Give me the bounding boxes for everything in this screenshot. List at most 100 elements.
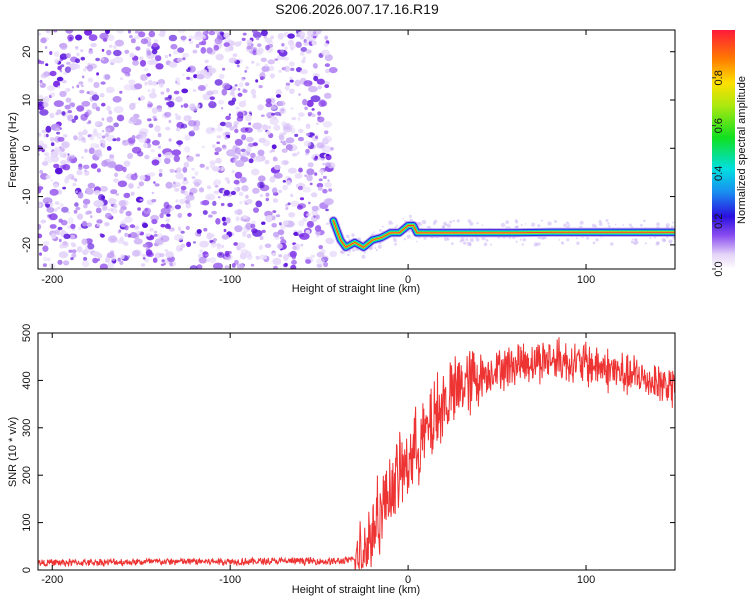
noise-speck (292, 245, 297, 250)
noise-speck (123, 160, 131, 167)
noise-speck (327, 198, 333, 204)
noise-speck (158, 168, 163, 173)
noise-speck (311, 113, 316, 118)
noise-speck (177, 30, 186, 34)
noise-speck (271, 149, 275, 153)
noise-speck (318, 245, 324, 250)
noise-speck (250, 43, 254, 47)
noise-speck (44, 156, 55, 163)
noise-speck (145, 249, 153, 256)
noise-speck (129, 35, 133, 39)
noise-speck (56, 206, 61, 210)
noise-speck (110, 62, 115, 66)
noise-speck (191, 130, 194, 133)
noise-speck (307, 111, 313, 116)
noise-speck (101, 57, 105, 61)
noise-speck (245, 222, 253, 230)
noise-speck (224, 46, 231, 53)
noise-speck (122, 166, 127, 173)
haze-speck (640, 223, 643, 227)
noise-speck (205, 166, 210, 170)
haze-speck (524, 223, 527, 225)
noise-speck (188, 38, 192, 42)
noise-speck (298, 112, 305, 117)
noise-speck (81, 238, 88, 245)
noise-speck (325, 68, 330, 74)
noise-speck (297, 151, 300, 155)
haze-speck (443, 237, 448, 241)
noise-speck (101, 160, 109, 167)
noise-speck (189, 265, 198, 269)
noise-speck (269, 117, 279, 125)
noise-speck (218, 99, 225, 105)
noise-speck (82, 68, 87, 72)
noise-speck (137, 207, 142, 211)
noise-speck (255, 255, 260, 260)
noise-speck (54, 51, 60, 57)
noise-speck (316, 182, 324, 188)
noise-speck (50, 142, 55, 147)
noise-speck (322, 121, 333, 128)
noise-speck (235, 106, 240, 110)
noise-speck (191, 167, 195, 171)
noise-speck (260, 57, 267, 62)
noise-speck (315, 214, 320, 220)
noise-speck (139, 95, 146, 101)
noise-speck (235, 216, 240, 222)
noise-speck (273, 265, 278, 269)
noise-speck (71, 118, 76, 123)
noise-speck (67, 110, 72, 114)
noise-speck (208, 67, 217, 74)
noise-speck (271, 223, 278, 228)
haze-speck (599, 222, 603, 227)
colorbar-ticks: 0.0 0.2 0.4 0.6 0.8 (712, 70, 725, 277)
noise-speck (201, 145, 206, 149)
noise-speck (147, 59, 155, 66)
noise-speck (223, 32, 231, 39)
noise-speck (193, 74, 198, 79)
spectrogram-frame (37, 29, 676, 270)
noise-speck (297, 117, 301, 121)
noise-speck (127, 74, 130, 78)
noise-speck (280, 159, 290, 166)
noise-speck (115, 193, 120, 196)
noise-speck (38, 223, 42, 230)
haze-speck (537, 224, 541, 228)
noise-speck (67, 153, 70, 156)
noise-speck (216, 135, 222, 139)
noise-speck (84, 169, 87, 173)
noise-speck (265, 98, 272, 104)
haze-speck (541, 219, 543, 222)
noise-speck (238, 100, 247, 108)
noise-speck (98, 194, 105, 201)
noise-speck (181, 88, 189, 94)
noise-speck (246, 233, 252, 239)
noise-speck (106, 146, 112, 151)
noise-speck (114, 39, 124, 47)
noise-speck (265, 44, 270, 51)
noise-speck (328, 188, 333, 192)
noise-speck (166, 213, 171, 217)
noise-speck (76, 52, 80, 57)
noise-speck (221, 234, 229, 240)
noise-speck (272, 231, 280, 238)
noise-speck (67, 217, 74, 225)
noise-speck (314, 225, 322, 232)
noise-speck (168, 94, 172, 99)
noise-speck (285, 82, 291, 86)
haze-speck (351, 233, 355, 237)
noise-speck (59, 42, 68, 51)
noise-speck (275, 214, 281, 218)
noise-speck (257, 181, 264, 188)
noise-speck (45, 125, 52, 133)
noise-speck (224, 121, 233, 128)
noise-speck (183, 177, 187, 182)
noise-speck (160, 207, 171, 215)
noise-speck (213, 179, 222, 186)
noise-speck (49, 188, 59, 196)
y-tick-label: 300 (21, 419, 33, 437)
noise-speck (153, 118, 158, 122)
noise-speck (256, 155, 263, 163)
noise-speck (233, 179, 240, 185)
haze-speck (665, 223, 670, 228)
